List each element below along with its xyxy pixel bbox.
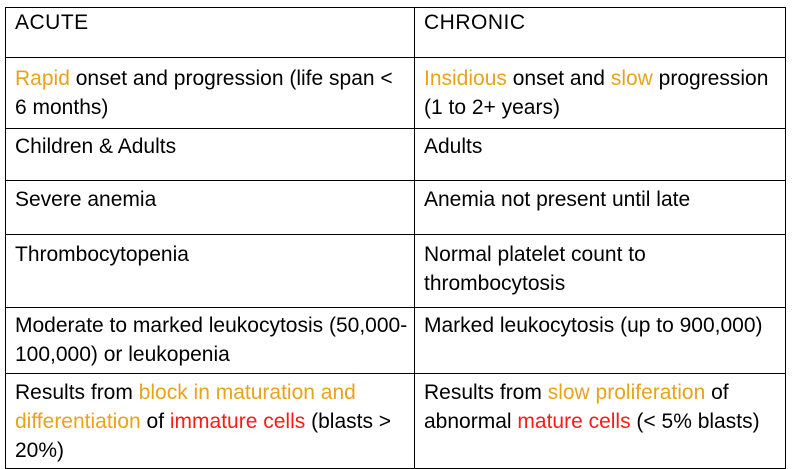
cell-chronic: Adults bbox=[414, 128, 786, 181]
cell-acute: Severe anemia bbox=[5, 180, 415, 235]
cell-text-segment: block in maturation and differentiation bbox=[15, 381, 356, 433]
cell-text-segment: onset and progression (life span < 6 mon… bbox=[15, 67, 393, 119]
header-chronic: CHRONIC bbox=[414, 7, 786, 58]
cell-text-segment: Thrombocytopenia bbox=[15, 243, 189, 266]
cell-text-segment: Children & Adults bbox=[15, 135, 177, 158]
cell-text-segment: Moderate to marked leukocytosis (50,000-… bbox=[15, 314, 408, 366]
cell-chronic: Insidious onset and slow progression (1 … bbox=[414, 57, 786, 129]
cell-acute: Thrombocytopenia bbox=[5, 234, 415, 308]
cell-text-segment: progression (1 to 2+ years) bbox=[424, 67, 769, 119]
table-row: Moderate to marked leukocytosis (50,000-… bbox=[5, 307, 786, 374]
table-row: Rapid onset and progression (life span <… bbox=[5, 57, 786, 129]
cell-text-segment: immature cells bbox=[169, 410, 306, 433]
cell-text-segment: (blasts > 20%) bbox=[15, 410, 392, 462]
cell-acute: Children & Adults bbox=[5, 128, 415, 181]
cell-text-segment: Insidious bbox=[424, 67, 507, 90]
cell-text-segment: slow bbox=[610, 67, 653, 90]
acute-vs-chronic-table: ACUTE CHRONIC Rapid onset and progressio… bbox=[5, 7, 786, 469]
cell-text-segment: Results from bbox=[15, 381, 139, 404]
comparison-table-container: ACUTE CHRONIC Rapid onset and progressio… bbox=[5, 7, 786, 469]
cell-chronic: Marked leukocytosis (up to 900,000) bbox=[414, 307, 786, 374]
cell-text-segment: Adults bbox=[424, 135, 483, 158]
cell-text-segment: Anemia not present until late bbox=[424, 188, 691, 211]
table-header-row: ACUTE CHRONIC bbox=[5, 7, 786, 58]
cell-text-segment: Severe anemia bbox=[15, 188, 157, 211]
cell-text-segment: Rapid bbox=[15, 67, 70, 90]
cell-text-segment: mature cells bbox=[517, 410, 631, 433]
table-row: Results from block in maturation and dif… bbox=[5, 373, 786, 469]
cell-chronic: Results from slow proliferation of abnor… bbox=[414, 373, 786, 469]
cell-text-segment: Normal platelet count to thrombocytosis bbox=[424, 243, 646, 295]
cell-text-segment: (< 5% blasts) bbox=[630, 410, 760, 433]
cell-chronic: Anemia not present until late bbox=[414, 180, 786, 235]
cell-chronic: Normal platelet count to thrombocytosis bbox=[414, 234, 786, 308]
header-acute: ACUTE bbox=[5, 7, 415, 58]
cell-text-segment: Results from bbox=[424, 381, 548, 404]
cell-text-segment: slow proliferation bbox=[547, 381, 706, 404]
table-row: Severe anemia Anemia not present until l… bbox=[5, 180, 786, 235]
table-row: Thrombocytopenia Normal platelet count t… bbox=[5, 234, 786, 308]
table-row: Children & Adults Adults bbox=[5, 128, 786, 181]
cell-acute: Rapid onset and progression (life span <… bbox=[5, 57, 415, 129]
cell-text-segment: of abnormal bbox=[424, 381, 729, 433]
cell-acute: Moderate to marked leukocytosis (50,000-… bbox=[5, 307, 415, 374]
cell-acute: Results from block in maturation and dif… bbox=[5, 373, 415, 469]
cell-text-segment: of bbox=[140, 410, 170, 433]
cell-text-segment: onset and bbox=[506, 67, 611, 90]
cell-text-segment: Marked leukocytosis (up to 900,000) bbox=[424, 314, 763, 337]
